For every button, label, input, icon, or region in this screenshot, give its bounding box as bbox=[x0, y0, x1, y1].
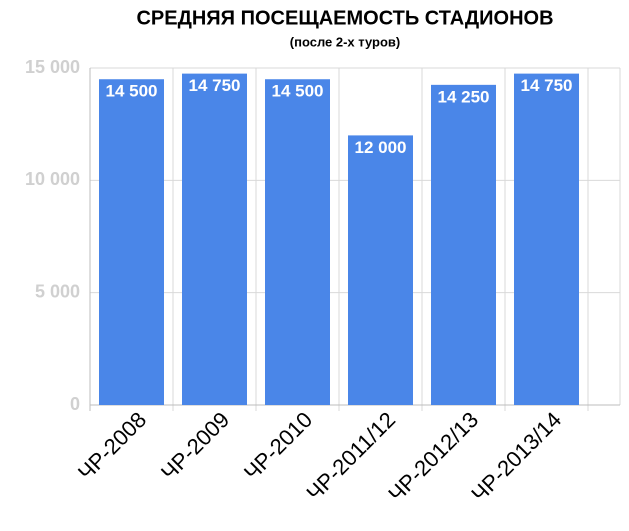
value-label: 14 250 bbox=[438, 87, 490, 106]
value-label: 12 000 bbox=[355, 138, 407, 157]
x-tick-label: ЧР-2010 bbox=[239, 407, 317, 485]
value-label: 14 750 bbox=[189, 76, 241, 95]
bar bbox=[514, 73, 579, 405]
x-tick-label: ЧР-2009 bbox=[156, 407, 234, 485]
x-tick-label: ЧР-2013/14 bbox=[466, 407, 566, 507]
chart-title: СРЕДНЯЯ ПОСЕЩАЕМОСТЬ СТАДИОНОВ bbox=[136, 7, 553, 29]
bar bbox=[99, 79, 164, 405]
y-tick-label: 5 000 bbox=[35, 281, 80, 301]
bar bbox=[265, 79, 330, 405]
bar bbox=[431, 84, 496, 405]
value-label: 14 500 bbox=[272, 82, 324, 101]
y-tick-label: 0 bbox=[70, 394, 80, 414]
chart-subtitle: (после 2-х туров) bbox=[290, 34, 400, 49]
bar bbox=[182, 73, 247, 405]
bar bbox=[348, 135, 413, 405]
value-label: 14 750 bbox=[521, 76, 573, 95]
x-tick-label: ЧР-2008 bbox=[73, 407, 151, 485]
y-tick-label: 10 000 bbox=[25, 169, 80, 189]
value-label: 14 500 bbox=[106, 82, 158, 101]
y-tick-label: 15 000 bbox=[25, 57, 80, 77]
